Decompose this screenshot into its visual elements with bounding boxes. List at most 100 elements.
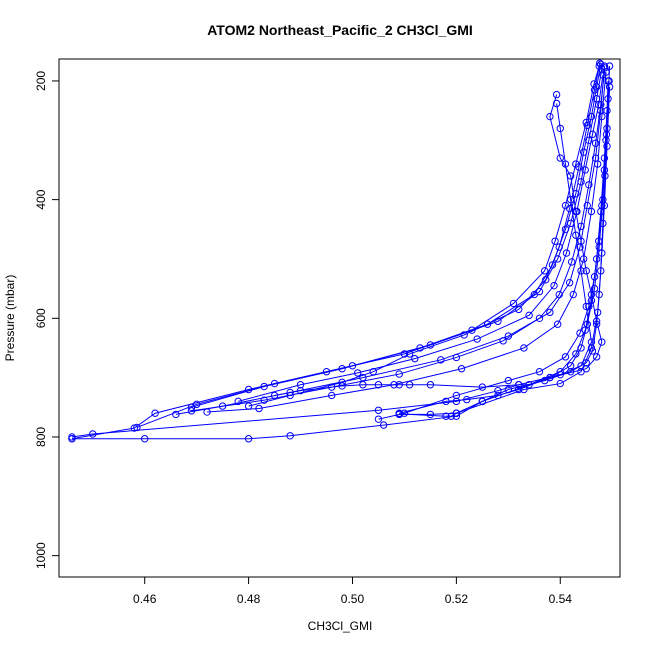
data-point: [591, 139, 600, 147]
data-point: [577, 222, 585, 231]
data-point: [255, 404, 263, 413]
data-point: [379, 421, 388, 429]
data-point: [595, 237, 603, 245]
data-point: [151, 409, 159, 417]
data-point: [598, 112, 606, 121]
data-point: [234, 397, 242, 406]
data-point: [260, 396, 268, 404]
data-point: [599, 219, 607, 228]
data-point: [530, 290, 538, 299]
data-point: [601, 64, 609, 72]
data-point: [598, 338, 606, 346]
plot-content: [68, 59, 614, 443]
data-point: [577, 344, 585, 352]
data-point: [585, 136, 593, 144]
data-point: [411, 354, 419, 363]
data-point: [426, 381, 435, 389]
data-point: [483, 320, 492, 328]
series-line: [238, 74, 604, 402]
data-point: [546, 308, 554, 317]
series-line: [378, 66, 611, 420]
data-point: [260, 382, 268, 391]
data-point: [583, 320, 591, 328]
x-tick-label: 0.46: [133, 592, 157, 606]
series-line: [71, 65, 600, 440]
data-point: [405, 381, 414, 389]
data-point: [499, 337, 507, 345]
data-point: [553, 320, 562, 328]
y-tick-label: 600: [34, 308, 48, 328]
data-point: [556, 370, 564, 379]
x-tick-label: 0.48: [237, 592, 261, 606]
data-point: [348, 362, 357, 370]
data-point: [585, 302, 593, 311]
data-point: [569, 290, 577, 299]
data-point: [509, 299, 518, 308]
series-line: [191, 64, 602, 408]
data-point: [494, 386, 502, 395]
data-point: [551, 237, 559, 245]
data-point: [593, 160, 602, 168]
data-point: [535, 368, 544, 376]
data-point: [395, 381, 403, 389]
data-point: [562, 249, 571, 257]
y-axis: 200 400 600 800 1000: [34, 71, 59, 569]
x-axis: 0.46 0.48 0.50 0.52 0.54: [133, 576, 572, 606]
data-point: [504, 376, 513, 385]
data-point: [592, 317, 601, 325]
data-point: [395, 370, 403, 378]
series-group: [68, 59, 614, 443]
y-axis-label: Pressure (mbar): [3, 275, 17, 362]
data-point: [542, 276, 550, 284]
data-point: [244, 435, 253, 443]
data-point: [426, 410, 435, 419]
data-point: [583, 201, 591, 210]
data-point: [590, 86, 599, 94]
data-point: [535, 314, 544, 322]
data-point: [590, 284, 599, 293]
data-point: [585, 181, 593, 189]
data-point: [566, 195, 575, 204]
data-point: [460, 331, 468, 339]
data-point: [598, 201, 606, 210]
data-point: [296, 386, 305, 395]
data-point: [552, 90, 561, 99]
data-point: [515, 305, 523, 314]
series-line: [191, 67, 606, 412]
data-point: [400, 350, 409, 358]
data-point: [577, 267, 585, 275]
data-point: [579, 148, 588, 156]
data-point: [452, 412, 461, 420]
data-point: [581, 166, 589, 174]
data-point: [567, 258, 576, 266]
data-point: [603, 142, 611, 150]
data-point: [590, 273, 599, 281]
series-line: [399, 86, 611, 415]
data-point: [582, 302, 590, 311]
y-tick-label: 200: [34, 71, 48, 91]
y-tick-label: 1000: [34, 542, 48, 569]
data-point: [442, 412, 450, 420]
data-point: [577, 237, 585, 245]
data-point: [552, 99, 561, 108]
data-point: [604, 95, 612, 103]
data-point: [561, 225, 570, 233]
data-point: [187, 407, 196, 415]
data-point: [587, 207, 596, 216]
series-line: [207, 72, 607, 413]
data-point: [525, 311, 533, 320]
data-point: [478, 397, 487, 406]
data-point: [374, 415, 383, 423]
data-point: [582, 267, 590, 275]
data-point: [576, 329, 584, 337]
data-point: [172, 410, 180, 419]
data-point: [374, 406, 383, 414]
data-point: [556, 124, 564, 133]
data-point: [546, 112, 554, 121]
data-point: [328, 383, 336, 391]
data-point: [605, 62, 614, 70]
data-point: [328, 391, 336, 400]
chart-title: ATOM2 Northeast_Pacific_2 CH3Cl_GMI: [207, 22, 473, 38]
